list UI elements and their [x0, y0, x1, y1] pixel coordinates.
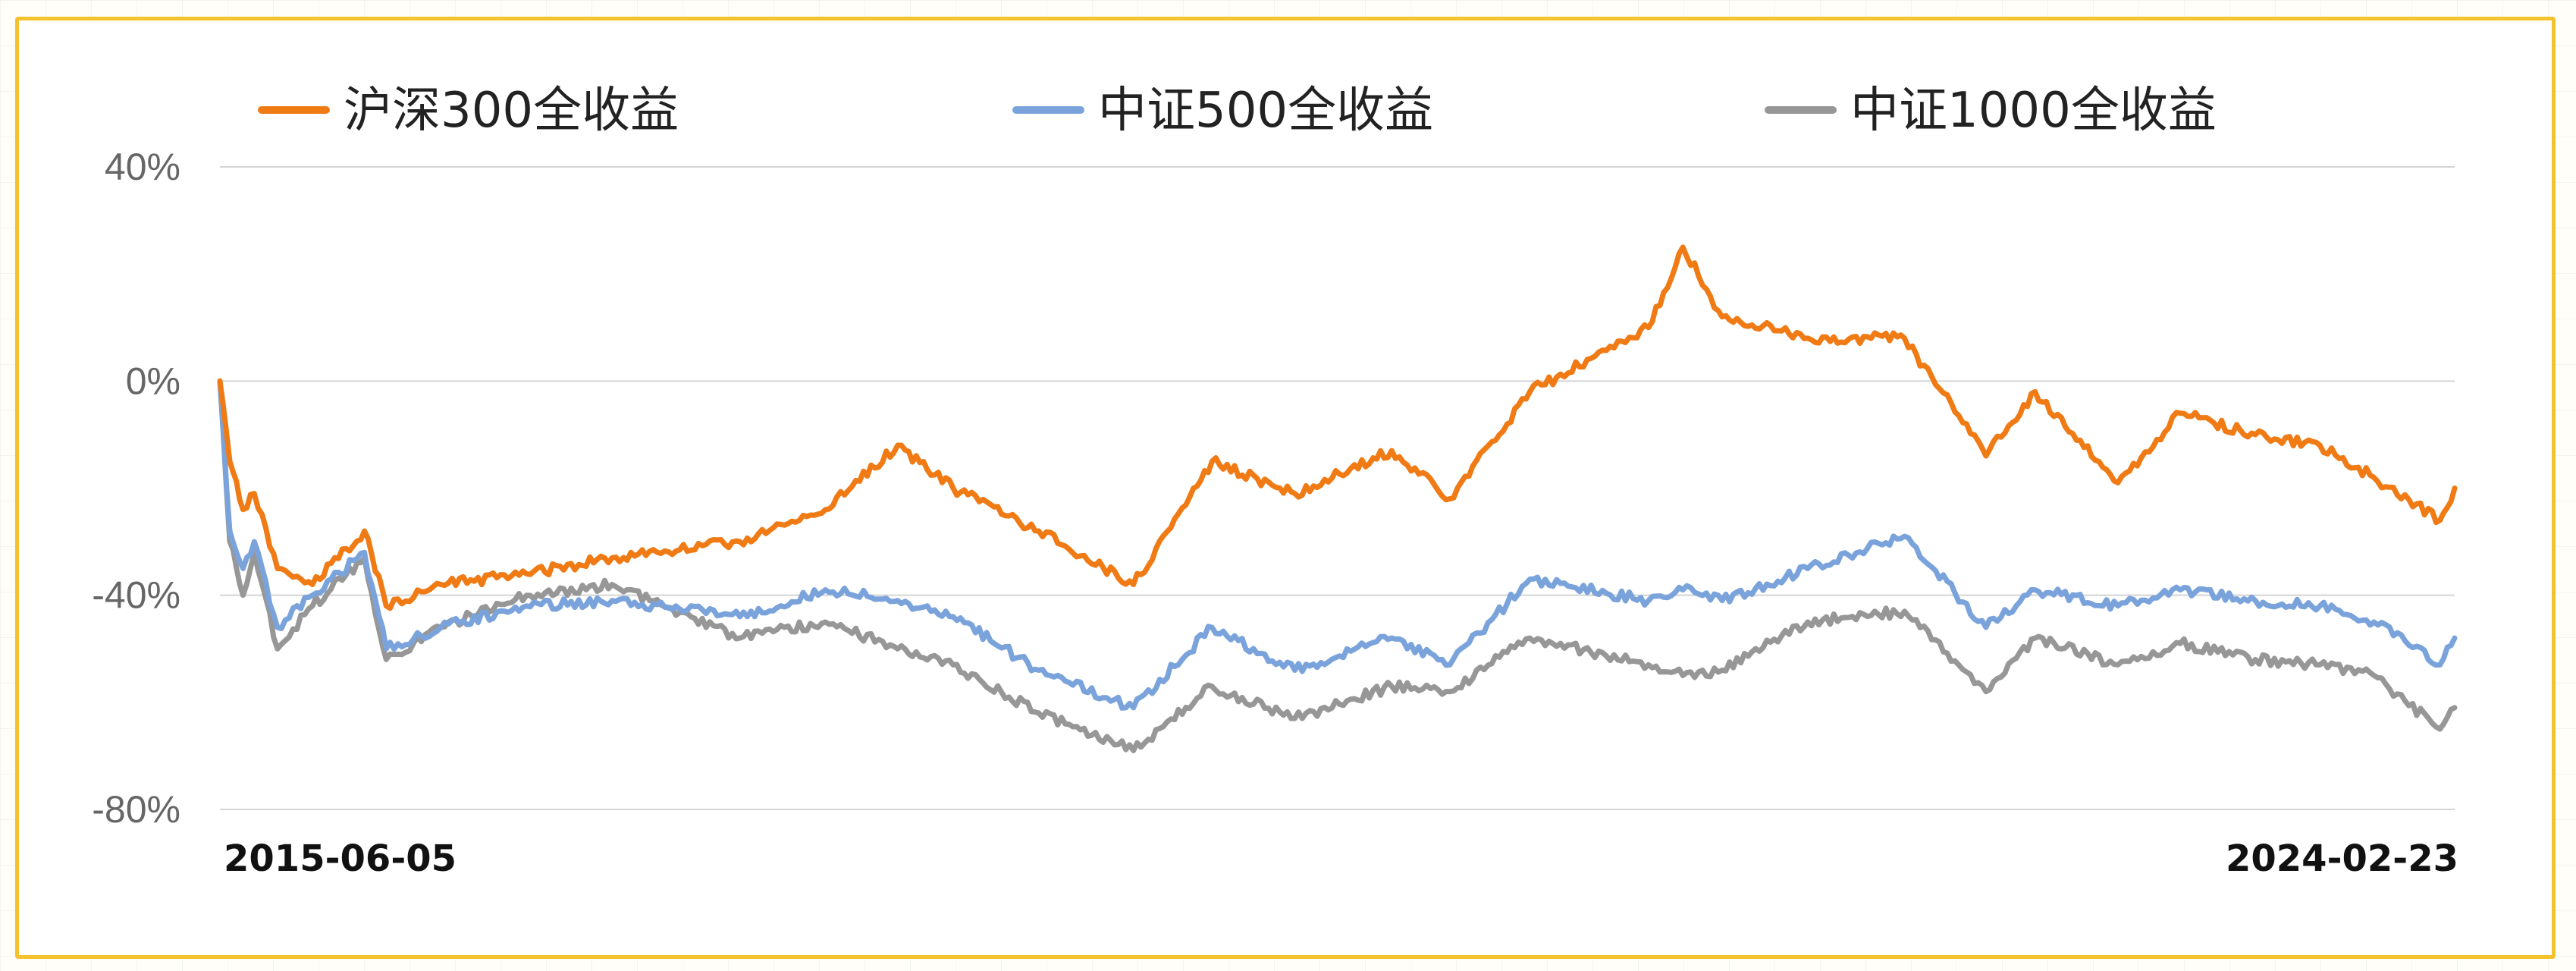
y-tick-label: 0% — [126, 360, 180, 402]
x-tick-label: 2024-02-23 — [2226, 837, 2458, 880]
y-tick-label: -80% — [92, 788, 180, 831]
series-line — [217, 378, 2458, 753]
legend: 沪深300全收益 中证500全收益 中证1000全收益 — [258, 83, 2217, 139]
series-line — [217, 244, 2458, 611]
legend-label: 中证1000全收益 — [1850, 83, 2217, 139]
legend-label: 中证500全收益 — [1098, 83, 1433, 139]
gridlines — [220, 166, 2455, 810]
series-line — [217, 378, 2458, 711]
x-tick-label: 2015-06-05 — [224, 837, 457, 880]
legend-label: 沪深300全收益 — [344, 83, 679, 139]
y-tick-label: 40% — [105, 146, 180, 188]
series-lines — [217, 244, 2458, 753]
y-axis: 40% 0% -40% -80% — [92, 146, 180, 831]
x-axis: 2015-06-05 2024-02-23 — [224, 837, 2458, 880]
y-tick-label: -40% — [92, 574, 180, 617]
